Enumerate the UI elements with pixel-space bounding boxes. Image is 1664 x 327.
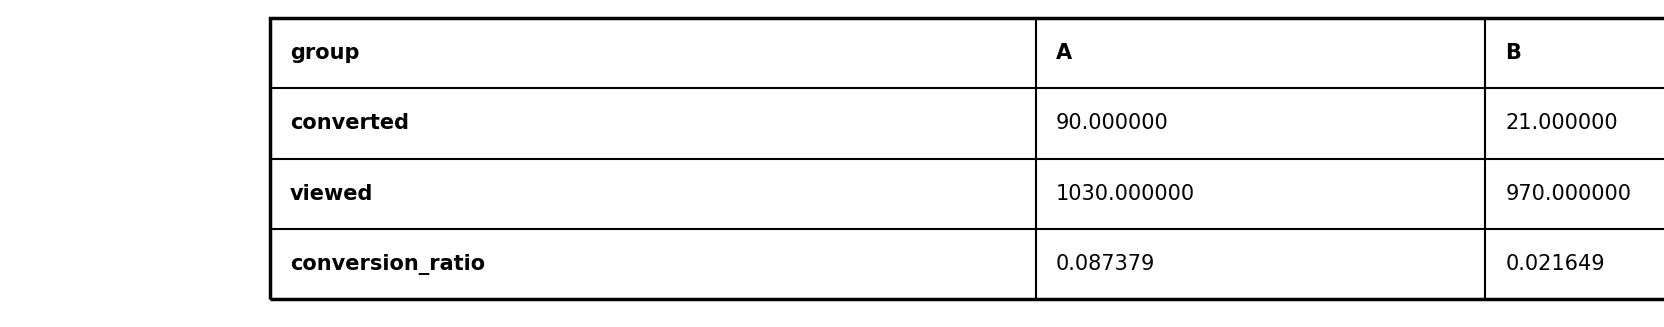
Text: 0.021649: 0.021649 <box>1504 254 1604 274</box>
Bar <box>270 18 1664 299</box>
Text: 1030.000000: 1030.000000 <box>1055 184 1195 204</box>
Text: viewed: viewed <box>290 184 373 204</box>
Text: converted: converted <box>290 113 408 133</box>
Text: B: B <box>1504 43 1521 63</box>
Text: conversion_ratio: conversion_ratio <box>290 253 484 275</box>
Text: 970.000000: 970.000000 <box>1504 184 1631 204</box>
Text: group: group <box>290 43 359 63</box>
Text: 21.000000: 21.000000 <box>1504 113 1617 133</box>
Text: 90.000000: 90.000000 <box>1055 113 1168 133</box>
Text: 0.087379: 0.087379 <box>1055 254 1155 274</box>
Text: A: A <box>1055 43 1072 63</box>
